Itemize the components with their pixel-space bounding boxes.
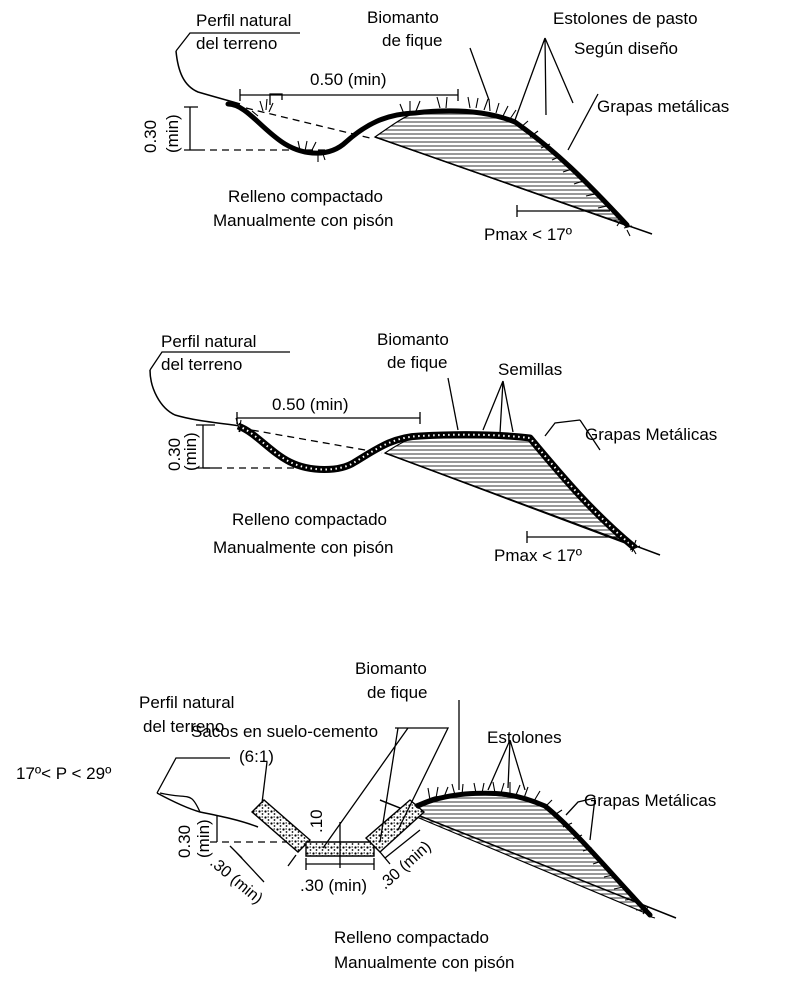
- label-del-terreno-3: del terreno: [143, 717, 224, 736]
- label-ratio-3: (6:1): [239, 747, 274, 766]
- soil-cement-bags-left: [250, 799, 312, 853]
- panel-2: Perfil natural del terreno Biomanto de f…: [149, 330, 717, 565]
- label-slope-range-3: 17º< P < 29º: [16, 764, 111, 783]
- label-estolones-3: Estolones: [487, 728, 562, 747]
- fique-blanket-1: [225, 101, 630, 228]
- label-manualmente-1: Manualmente con pisón: [213, 211, 394, 230]
- leader-lines-1: [175, 32, 599, 151]
- compacted-fill-2: [383, 434, 631, 546]
- label-dim-depth-1: 0.30: [141, 120, 160, 153]
- dim-width-1: [239, 89, 459, 101]
- label-relleno-2: Relleno compactado: [232, 510, 387, 529]
- label-dim-depth-min-2: (min): [181, 432, 200, 471]
- label-semillas-2: Semillas: [498, 360, 562, 379]
- label-relleno-1: Relleno compactado: [228, 187, 383, 206]
- label-grapas-1: Grapas metálicas: [597, 97, 729, 116]
- natural-terrain-1: [175, 50, 241, 105]
- label-del-terreno-1: del terreno: [196, 34, 277, 53]
- dim-left-3: [229, 845, 297, 883]
- label-biomanto-1: Biomanto: [367, 8, 439, 27]
- label-perfil-natural-3: Perfil natural: [139, 693, 234, 712]
- natural-terrain-2: [149, 369, 241, 427]
- label-grapas-2: Grapas Metálicas: [585, 425, 717, 444]
- original-profile-dashed-1: [245, 107, 371, 139]
- panel-3: Perfil natural del terreno Biomanto de f…: [16, 659, 716, 972]
- leader-lines-2: [149, 351, 601, 451]
- grass-stolons-1: [251, 96, 633, 237]
- ground-toe-3: [379, 799, 677, 919]
- label-biomanto-3: Biomanto: [355, 659, 427, 678]
- label-dim-bottom-3: .30 (min): [300, 876, 367, 895]
- label-segun-diseno-1: Según diseño: [574, 39, 678, 58]
- label-sacos-3: Sacos en suelo-cemento: [191, 722, 378, 741]
- slope-marker-2: [526, 531, 620, 543]
- label-perfil-natural-2: Perfil natural: [161, 332, 256, 351]
- label-dim-left-3: .30 (min): [206, 854, 265, 908]
- grass-stolons-3: [427, 781, 656, 919]
- dim-bottom-3: [305, 858, 375, 870]
- metal-staples-2: [235, 417, 641, 555]
- metal-staples-1: [269, 93, 283, 105]
- label-del-terreno-2: del terreno: [161, 355, 242, 374]
- label-dim-thickness-3: .10: [307, 809, 326, 833]
- label-dim-depth-2: 0.30: [165, 438, 184, 471]
- label-pmax-2: Pmax < 17º: [494, 546, 582, 565]
- label-de-fique-1: de fique: [382, 31, 443, 50]
- label-biomanto-2: Biomanto: [377, 330, 449, 349]
- leader-lines-3: [156, 700, 596, 849]
- dim-depth-2: [196, 424, 215, 469]
- label-dim-depth-min-1: (min): [163, 114, 182, 153]
- label-manualmente-3: Manualmente con pisón: [334, 953, 515, 972]
- label-de-fique-2: de fique: [387, 353, 448, 372]
- label-perfil-natural-1: Perfil natural: [196, 11, 291, 30]
- ground-toe-2: [384, 452, 661, 556]
- slope-marker-1: [516, 205, 610, 217]
- seed-blanket-2: [236, 422, 638, 551]
- fique-blanket-3: [415, 790, 653, 918]
- original-profile-dashed-2: [239, 427, 383, 454]
- label-grapas-3: Grapas Metálicas: [584, 791, 716, 810]
- label-dim-width-1: 0.50 (min): [310, 70, 387, 89]
- label-pmax-1: Pmax < 17º: [484, 225, 572, 244]
- compacted-fill-1: [373, 110, 627, 227]
- compacted-fill-3: [398, 793, 651, 916]
- dim-width-2: [236, 412, 421, 424]
- label-relleno-3: Relleno compactado: [334, 928, 489, 947]
- ground-toe-1: [374, 136, 653, 235]
- label-estolones-1: Estolones de pasto: [553, 9, 698, 28]
- label-de-fique-3: de fique: [367, 683, 428, 702]
- dim-right-3: [379, 829, 421, 865]
- panel-1: Perfil natural del terreno Biomanto de f…: [141, 8, 729, 244]
- label-dim-width-2: 0.50 (min): [272, 395, 349, 414]
- label-manualmente-2: Manualmente con pisón: [213, 538, 394, 557]
- label-dim-depth-min-3: (min): [194, 819, 213, 858]
- dim-depth-1: [184, 106, 198, 151]
- label-dim-depth-3: 0.30: [175, 825, 194, 858]
